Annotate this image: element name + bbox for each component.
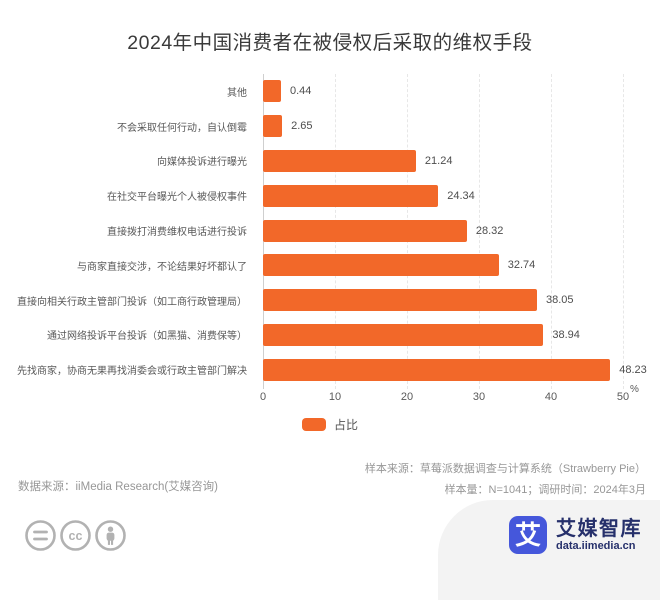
value-label: 0.44: [290, 85, 312, 98]
brand-url: data.iimedia.cn: [556, 540, 636, 552]
category-label: 不会采取任何行动，自认倒霉: [117, 122, 247, 134]
category-label: 直接拨打消费维权电话进行投诉: [107, 227, 247, 239]
legend-label: 占比: [333, 418, 358, 432]
bar-row: 在社交平台曝光个人被侵权事件 24.34: [0, 178, 660, 213]
bar-row: 向媒体投诉进行曝光 21.24: [0, 144, 660, 179]
value-label: 38.94: [552, 328, 580, 341]
sample-source-line: 样本来源：草莓派数据调查与计算系统（Strawberry Pie）: [364, 463, 646, 475]
x-axis-unit: %: [630, 384, 639, 395]
bar: [263, 323, 544, 346]
bar: [263, 289, 537, 312]
bar: [263, 219, 467, 242]
value-label: 32.74: [507, 259, 536, 272]
bar-row: 直接向相关行政主管部门投诉（如工商行政管理局） 38.05: [0, 283, 660, 318]
bar: [263, 80, 281, 103]
x-tick-label: 10: [328, 391, 342, 403]
chart-title: 2024年中国消费者在被侵权后采取的维权手段: [127, 32, 533, 54]
legend-swatch: [301, 418, 326, 431]
x-tick-label: 0: [259, 391, 267, 403]
category-label: 直接向相关行政主管部门投诉（如工商行政管理局）: [17, 296, 247, 308]
value-label: 21.24: [424, 154, 453, 167]
chart-legend: 占比: [0, 416, 660, 433]
x-axis-ticks: 0 10 20 30 40 50: [0, 391, 660, 407]
category-label: 与商家直接交涉，不论结果好坏都认了: [77, 261, 247, 273]
bar: [263, 184, 439, 207]
bar-row: 不会采取任何行动，自认倒霉 2.65: [0, 109, 660, 144]
bar: [263, 115, 283, 138]
x-tick-label: 30: [472, 391, 486, 403]
value-label: 48.23: [619, 363, 647, 376]
brand-logo-icon: 艾: [509, 516, 547, 554]
license-icons: cc: [24, 519, 127, 552]
infographic-page: 2024年中国消费者在被侵权后采取的维权手段 其他 0.44 不会采取任何行动，自认…: [0, 32, 660, 600]
value-label: 24.34: [447, 189, 475, 202]
bar: [263, 254, 499, 277]
bar-row: 直接拨打消费维权电话进行投诉 28.32: [0, 213, 660, 248]
brand-name: 艾媒智库: [556, 518, 642, 540]
data-source-note: 数据来源：iiMedia Research(艾媒咨询): [18, 481, 219, 493]
cc-icon: cc: [59, 519, 92, 552]
x-tick-label: 40: [544, 391, 558, 403]
value-label: 2.65: [291, 120, 313, 133]
bar-row: 与商家直接交涉，不论结果好坏都认了 32.74: [0, 248, 660, 283]
category-label: 通过网络投诉平台投诉（如黑猫、消费保等）: [47, 331, 247, 343]
x-tick-label: 20: [400, 391, 414, 403]
x-tick-label: 50: [616, 391, 630, 403]
sample-source-note: 样本来源：草莓派数据调查与计算系统（Strawberry Pie） 样本量：N=…: [365, 459, 646, 501]
category-label: 先找商家，协商无果再找消委会或行政主管部门解决: [17, 366, 247, 378]
sample-info-line: 样本量：N=1041；调研时间：2024年3月: [444, 484, 646, 496]
bar: [263, 149, 416, 172]
category-label: 向媒体投诉进行曝光: [157, 157, 247, 169]
equals-icon: [24, 519, 57, 552]
bar-row: 其他 0.44: [0, 74, 660, 109]
value-label: 28.32: [475, 224, 504, 237]
brand-logo: 艾 艾媒智库 data.iimedia.cn: [509, 516, 642, 554]
category-label: 其他: [227, 87, 247, 99]
category-label: 在社交平台曝光个人被侵权事件: [107, 192, 247, 204]
bar-row: 通过网络投诉平台投诉（如黑猫、消费保等） 38.94: [0, 317, 660, 352]
bar-chart: 其他 0.44 不会采取任何行动，自认倒霉 2.65 向媒体投诉进行曝光 21.24 在社交…: [0, 74, 660, 387]
bar: [263, 358, 611, 381]
attribution-person-icon: [94, 519, 127, 552]
value-label: 38.05: [545, 294, 574, 307]
bar-row: 先找商家，协商无果再找消委会或行政主管部门解决 48.23: [0, 352, 660, 387]
svg-text:cc: cc: [69, 529, 83, 543]
